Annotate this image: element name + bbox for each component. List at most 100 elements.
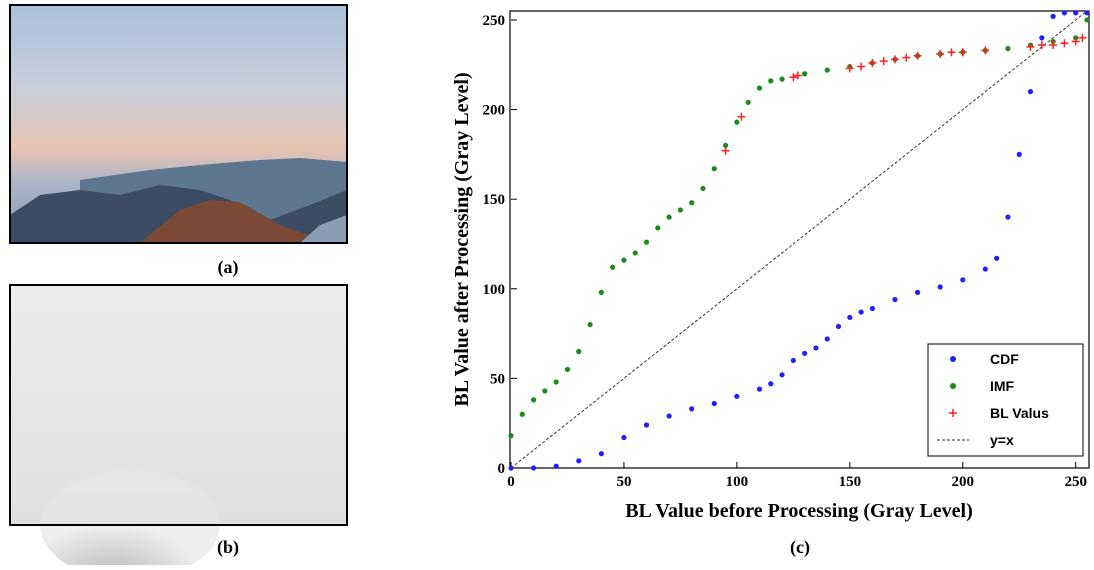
point <box>982 266 988 272</box>
point <box>576 348 582 355</box>
point <box>721 146 730 155</box>
point <box>553 379 559 385</box>
point <box>610 264 616 270</box>
point <box>847 314 853 321</box>
point <box>621 434 627 441</box>
panel-label: (a) <box>218 257 239 278</box>
x-tick-label: 200 <box>952 474 975 490</box>
point <box>1084 17 1090 23</box>
point <box>734 393 740 399</box>
y-tick-label: 50 <box>490 371 505 387</box>
point <box>689 406 695 412</box>
point <box>891 55 899 64</box>
point <box>737 112 746 121</box>
point <box>813 345 819 351</box>
point <box>700 185 706 192</box>
point <box>858 309 864 315</box>
y-axis-label: BL Value after Processing (Gray Level) <box>451 72 473 406</box>
legend-key <box>949 409 957 417</box>
point <box>1005 214 1011 220</box>
point <box>621 257 627 263</box>
point <box>677 207 684 213</box>
x-tick-label: 50 <box>616 474 631 490</box>
point <box>869 305 876 312</box>
point <box>1078 33 1087 42</box>
point <box>994 255 1000 261</box>
point <box>824 336 830 342</box>
point <box>802 350 808 356</box>
point <box>958 48 967 57</box>
point <box>1037 41 1046 50</box>
point <box>1084 10 1090 16</box>
point <box>542 388 548 394</box>
point <box>711 166 717 172</box>
point <box>892 296 898 303</box>
point <box>1026 42 1035 51</box>
y-tick-label: 250 <box>483 13 506 29</box>
point <box>666 214 672 220</box>
panel-label: (c) <box>790 537 810 558</box>
point <box>947 48 956 57</box>
point <box>1039 35 1045 41</box>
point <box>960 277 966 283</box>
point <box>902 53 911 62</box>
point <box>530 465 537 471</box>
point <box>508 465 514 471</box>
point <box>587 322 593 328</box>
x-tick-label: 150 <box>839 474 862 490</box>
point <box>790 357 796 364</box>
point <box>1027 89 1034 95</box>
legend-label: BL Valus <box>990 405 1049 421</box>
point <box>868 58 877 67</box>
reference-line <box>510 10 1088 469</box>
point <box>689 200 695 206</box>
point <box>508 433 514 439</box>
point <box>779 372 785 378</box>
point <box>768 78 774 84</box>
point <box>1073 10 1079 16</box>
point <box>576 458 582 464</box>
x-tick-label: 100 <box>726 474 749 490</box>
point <box>745 99 751 105</box>
x-tick-label: 0 <box>507 474 515 490</box>
point <box>1049 41 1058 50</box>
point <box>598 451 604 457</box>
y-tick-label: 150 <box>483 192 506 208</box>
point <box>937 284 943 290</box>
point <box>1061 10 1068 16</box>
point <box>643 239 650 245</box>
y-tick-label: 0 <box>498 461 506 477</box>
point <box>1050 13 1056 19</box>
x-axis-label: BL Value before Processing (Gray Level) <box>625 500 973 522</box>
point <box>768 381 774 387</box>
point <box>824 67 830 73</box>
point <box>722 142 729 149</box>
point <box>1071 37 1080 46</box>
panel-label: (b) <box>217 537 239 558</box>
point <box>553 463 559 469</box>
point <box>711 400 717 407</box>
point <box>779 76 785 82</box>
point <box>913 51 922 60</box>
point <box>793 71 802 80</box>
point <box>632 250 638 256</box>
point <box>981 46 990 55</box>
point <box>879 57 888 66</box>
point <box>666 413 672 419</box>
image-b <box>9 284 348 570</box>
point <box>519 411 525 417</box>
point <box>1016 151 1022 157</box>
legend-label: CDF <box>990 351 1019 367</box>
point <box>530 397 537 403</box>
point <box>936 50 945 59</box>
point <box>789 73 798 82</box>
point <box>564 366 571 373</box>
legend-label: IMF <box>990 378 1015 394</box>
legend-box <box>927 343 1084 457</box>
point <box>734 119 740 125</box>
point <box>845 64 854 73</box>
point <box>756 85 763 91</box>
point <box>857 62 866 71</box>
legend-label: y=x <box>990 432 1014 448</box>
